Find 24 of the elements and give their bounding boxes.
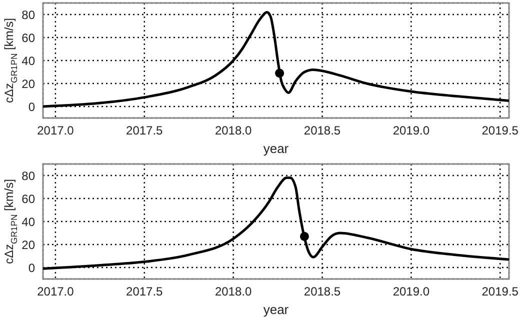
x-tick-label: 2018.5 — [304, 284, 341, 299]
x-tick-label: 2019.5 — [482, 284, 519, 299]
x-axis-title: year — [263, 302, 290, 317]
x-axis-title: year — [263, 141, 290, 156]
y-tick-label: 60 — [22, 30, 36, 45]
y-tick-label: 20 — [22, 76, 36, 91]
y-tick-label: 80 — [22, 168, 36, 183]
x-tick-label: 2017.5 — [126, 124, 164, 138]
x-tick-label: 2018.0 — [214, 124, 252, 138]
x-tick-label: 2017.0 — [37, 124, 74, 138]
y-tick-label: 0 — [28, 260, 36, 275]
x-tick-label: 2018.5 — [304, 124, 341, 138]
x-tick-label: 2017.0 — [37, 284, 74, 299]
x-tick-label: 2018.0 — [214, 284, 252, 299]
y-tick-label: 40 — [22, 54, 36, 68]
x-tick-label: 2019.5 — [482, 124, 519, 138]
x-tick-label: 2017.5 — [126, 284, 164, 299]
y-tick-label: 0 — [28, 100, 36, 114]
y-tick-label: 40 — [22, 214, 36, 229]
y-tick-label: 80 — [22, 8, 36, 22]
x-tick-label: 2019.0 — [392, 284, 430, 299]
y-tick-label: 60 — [22, 192, 36, 206]
x-tick-label: 2019.0 — [392, 124, 430, 138]
y-tick-label: 20 — [22, 238, 36, 252]
